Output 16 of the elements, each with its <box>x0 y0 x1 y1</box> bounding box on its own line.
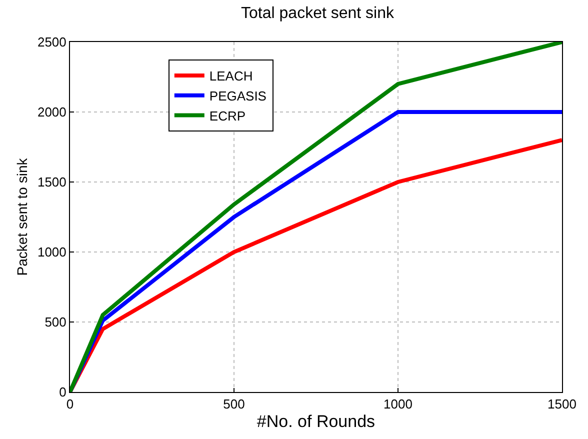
x-axis-title: #No. of Rounds <box>256 412 376 431</box>
line-series <box>70 42 562 392</box>
y-tick-label: 500 <box>44 314 66 330</box>
legend-label: ECRP <box>209 108 246 124</box>
y-tick-label: 2500 <box>37 34 66 50</box>
y-tick-label: 1000 <box>37 244 66 260</box>
y-tick-label: 1500 <box>37 174 66 190</box>
legend-label: PEGASIS <box>209 88 267 104</box>
y-axis-title: Packet sent to sink <box>14 157 30 276</box>
x-tick-label: 1500 <box>548 396 576 412</box>
legend-label: LEACH <box>209 68 253 84</box>
y-tick-label: 2000 <box>37 104 66 120</box>
x-tick-label: 1000 <box>384 396 412 412</box>
chart-title: Total packet sent sink <box>241 4 396 22</box>
x-tick-label: 500 <box>223 396 245 412</box>
y-tick-label: 0 <box>59 384 66 400</box>
